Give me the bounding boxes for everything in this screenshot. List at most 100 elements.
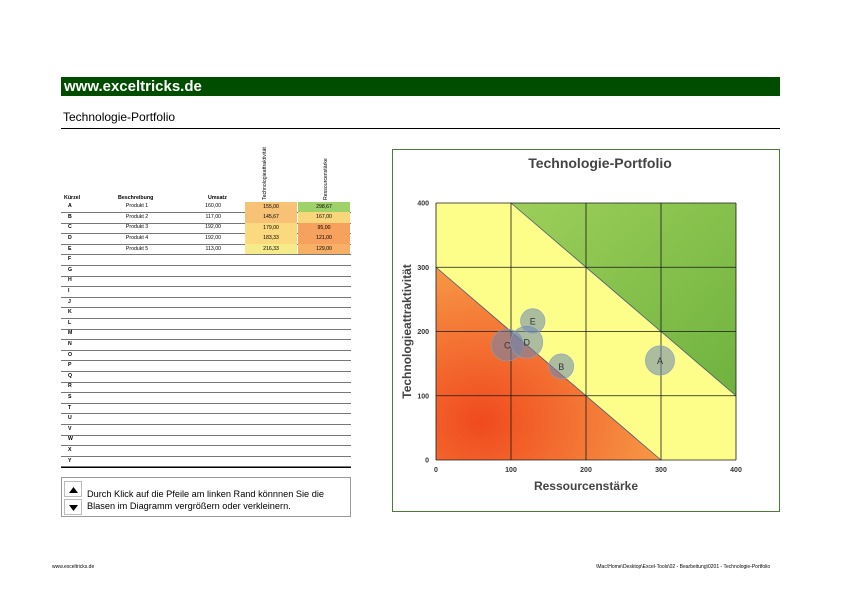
cell-ressource: 298,67 bbox=[298, 201, 350, 213]
header-beschreibung: Beschreibung bbox=[118, 195, 154, 201]
bubble-E bbox=[520, 308, 546, 334]
bubble-label: C bbox=[504, 340, 511, 350]
cell-kuerzel: X bbox=[68, 447, 72, 454]
table-row: Q bbox=[61, 371, 351, 383]
cell-ressource: 129,00 bbox=[298, 243, 350, 255]
cell-kuerzel: N bbox=[68, 341, 72, 348]
cell-technologie bbox=[245, 308, 297, 319]
cell-kuerzel: J bbox=[68, 298, 71, 305]
cell-technologie: 216,33 bbox=[245, 243, 297, 255]
cell-kuerzel: R bbox=[68, 383, 72, 390]
header-ressource: Ressourcenstärke bbox=[323, 158, 329, 200]
table-row: G bbox=[61, 265, 351, 277]
cell-kuerzel: H bbox=[68, 277, 72, 284]
banner-text: www.exceltricks.de bbox=[64, 78, 202, 95]
table-row: F bbox=[61, 255, 351, 267]
table-row: D Produkt 4 192,00 183,33 121,00 bbox=[61, 233, 351, 245]
cell-ressource bbox=[298, 456, 350, 467]
table-row: U bbox=[61, 414, 351, 426]
table-row: W bbox=[61, 435, 351, 447]
x-tick-label: 400 bbox=[730, 467, 742, 474]
cell-technologie: 179,00 bbox=[245, 222, 297, 234]
table-row: O bbox=[61, 350, 351, 362]
cell-ressource bbox=[298, 276, 350, 287]
cell-technologie bbox=[245, 361, 297, 372]
cell-technologie bbox=[245, 403, 297, 414]
cell-umsatz: 192,00 bbox=[205, 235, 221, 242]
cell-ressource bbox=[298, 339, 350, 350]
zone-boundary-low bbox=[435, 266, 662, 461]
site-banner: www.exceltricks.de bbox=[61, 77, 780, 96]
cell-umsatz: 160,00 bbox=[205, 203, 221, 210]
cell-technologie bbox=[245, 435, 297, 446]
cell-ressource bbox=[298, 424, 350, 435]
cell-kuerzel: U bbox=[68, 415, 72, 422]
cell-technologie bbox=[245, 456, 297, 467]
cell-ressource bbox=[298, 255, 350, 266]
table-row: T bbox=[61, 403, 351, 415]
cell-kuerzel: Q bbox=[68, 372, 73, 379]
header-kuerzel: Kürzel bbox=[64, 195, 81, 201]
table-row: H bbox=[61, 276, 351, 288]
cell-kuerzel: Y bbox=[68, 457, 72, 464]
cell-kuerzel: A bbox=[68, 203, 72, 210]
bubble-hint-text: Durch Klick auf die Pfeile am linken Ran… bbox=[87, 489, 324, 511]
cell-technologie: 145,67 bbox=[245, 212, 297, 223]
cell-ressource bbox=[298, 350, 350, 361]
cell-kuerzel: F bbox=[68, 256, 72, 263]
y-tick-label: 100 bbox=[417, 393, 429, 400]
table-row: B Produkt 2 117,00 145,67 167,00 bbox=[61, 212, 351, 224]
cell-technologie bbox=[245, 286, 297, 297]
cell-kuerzel: T bbox=[68, 404, 72, 411]
cell-kuerzel: B bbox=[68, 213, 72, 220]
shrink-bubbles-button[interactable] bbox=[64, 499, 82, 515]
cell-technologie bbox=[245, 329, 297, 340]
cell-umsatz: 117,00 bbox=[205, 213, 221, 220]
cell-kuerzel: K bbox=[68, 309, 72, 316]
table-row: M bbox=[61, 329, 351, 341]
cell-technologie bbox=[245, 276, 297, 287]
table-row: A Produkt 1 160,00 155,00 298,67 bbox=[61, 201, 351, 214]
cell-kuerzel: V bbox=[68, 425, 72, 432]
bubble-B bbox=[548, 353, 575, 380]
x-axis-label: Ressourcenstärke bbox=[534, 479, 638, 493]
table-row: I bbox=[61, 286, 351, 298]
table-row: S bbox=[61, 392, 351, 404]
table-row: L bbox=[61, 318, 351, 330]
cell-kuerzel: L bbox=[68, 319, 72, 326]
cell-technologie: 183,33 bbox=[245, 233, 297, 244]
cell-technologie bbox=[245, 414, 297, 425]
table-row: P bbox=[61, 361, 351, 373]
cell-ressource bbox=[298, 318, 350, 329]
cell-ressource: 167,00 bbox=[298, 212, 350, 223]
table-row: V bbox=[61, 424, 351, 436]
y-tick-label: 200 bbox=[417, 329, 429, 336]
cell-ressource bbox=[298, 435, 350, 446]
header-technologie: Technologieattraktivität bbox=[262, 147, 268, 200]
table-row: N bbox=[61, 339, 351, 351]
cell-umsatz: 113,00 bbox=[205, 245, 221, 252]
y-tick-label: 400 bbox=[417, 201, 429, 208]
zone-boundary-high bbox=[510, 202, 737, 397]
table-bottom-rule bbox=[61, 467, 351, 469]
cell-kuerzel: G bbox=[68, 266, 73, 273]
enlarge-bubbles-button[interactable] bbox=[64, 481, 82, 497]
grid bbox=[435, 202, 737, 461]
table-row: J bbox=[61, 297, 351, 309]
table-row: E Produkt 5 113,00 216,33 129,00 bbox=[61, 243, 351, 256]
cell-ressource bbox=[298, 308, 350, 319]
cell-kuerzel: P bbox=[68, 362, 72, 369]
x-tick-label: 100 bbox=[505, 467, 517, 474]
cell-beschreibung: Produkt 3 bbox=[125, 224, 149, 231]
x-tick-label: 200 bbox=[580, 467, 592, 474]
cell-ressource bbox=[298, 392, 350, 403]
page-title: Technologie-Portfolio bbox=[63, 110, 176, 124]
cell-kuerzel: S bbox=[68, 394, 72, 401]
cell-ressource bbox=[298, 382, 350, 393]
cell-technologie bbox=[245, 392, 297, 403]
title-rule bbox=[61, 128, 780, 129]
table-row: Y bbox=[61, 456, 351, 468]
x-tick-label: 0 bbox=[434, 467, 438, 474]
cell-ressource bbox=[298, 371, 350, 382]
cell-ressource bbox=[298, 265, 350, 276]
